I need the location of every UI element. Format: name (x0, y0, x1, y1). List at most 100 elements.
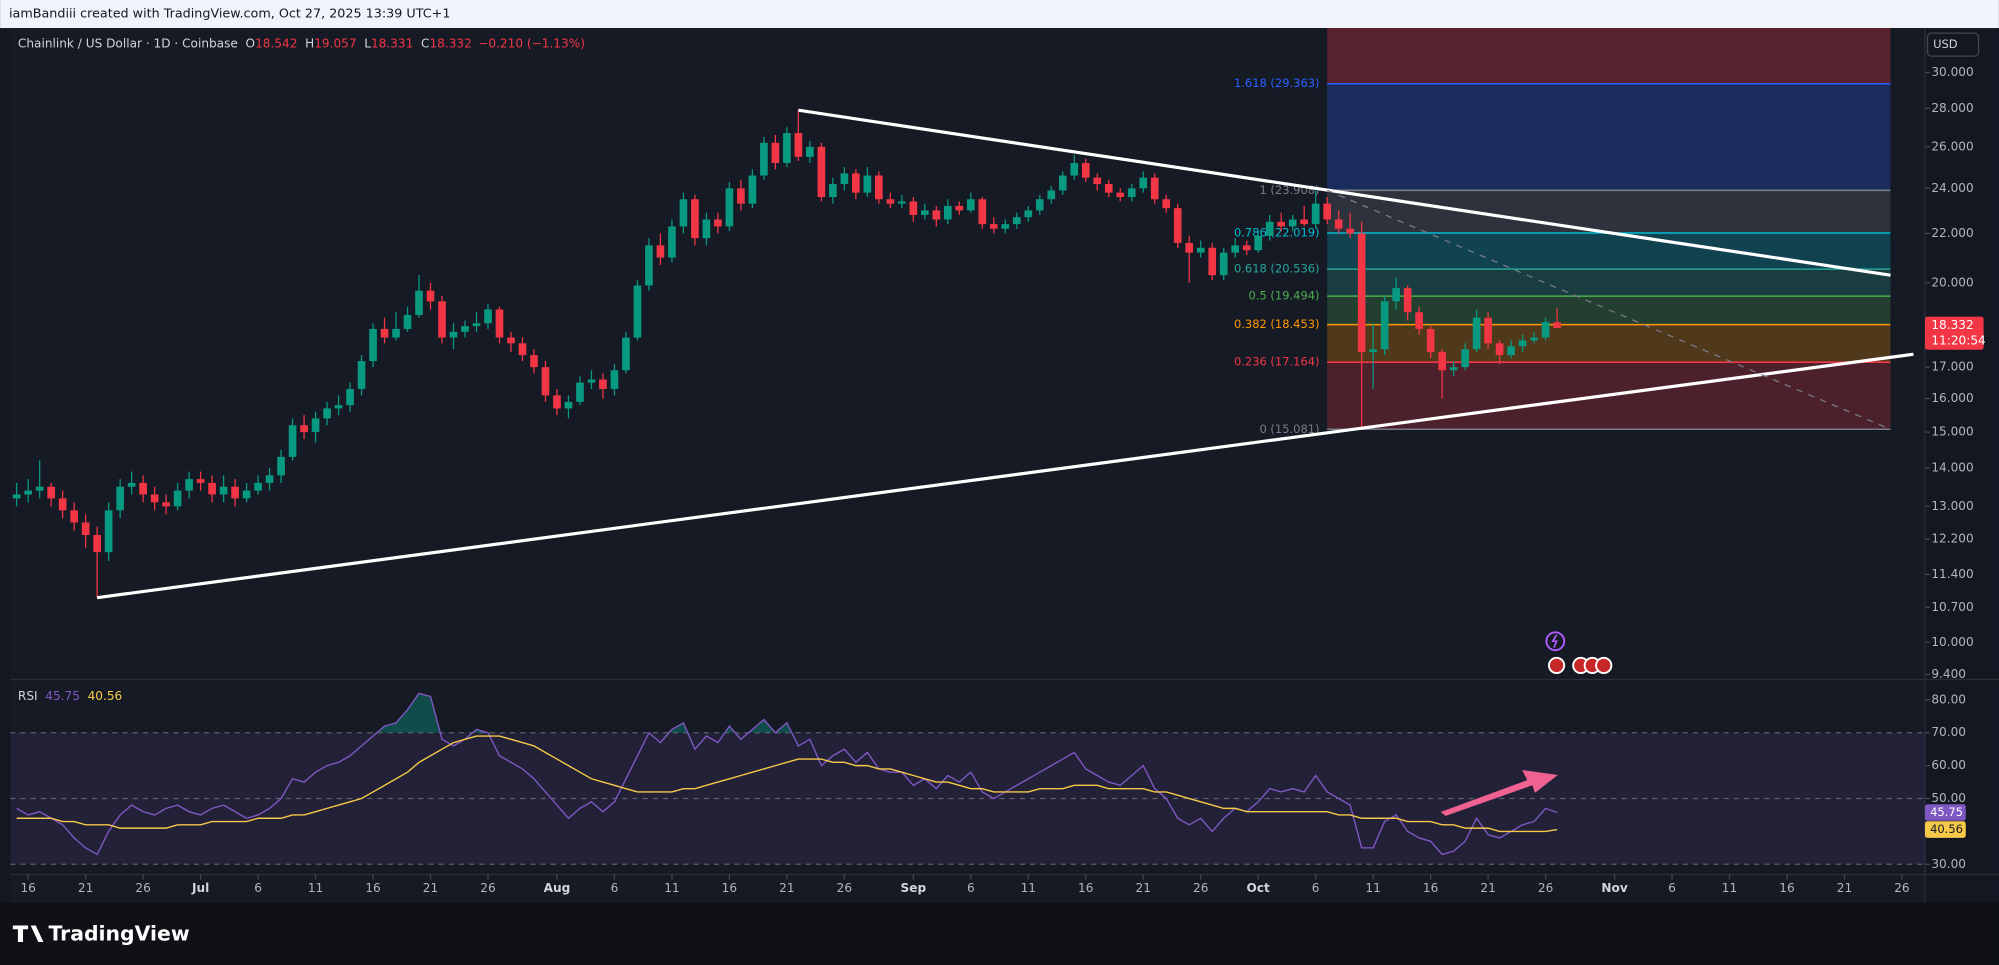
x-tick-label: 16 (1078, 881, 1093, 895)
candle-body (438, 301, 446, 338)
candle-body (622, 337, 630, 371)
candle-body (702, 219, 711, 239)
candle-body (1070, 163, 1079, 176)
overbought-fill (376, 693, 792, 733)
x-tick-label: 6 (254, 881, 262, 895)
legend-text: 19.057 (314, 36, 356, 50)
candle-body (139, 482, 147, 495)
candle-body (886, 199, 895, 204)
candle-body (1208, 247, 1217, 276)
candle-body (242, 490, 251, 499)
candle-body (323, 408, 331, 419)
fib-label: 0.618 (20.536) (1234, 262, 1320, 276)
legend-text: L (364, 36, 371, 50)
candle-body (656, 245, 665, 258)
candle-body (334, 405, 343, 409)
y-tick-label: 13.000 (1931, 499, 1973, 513)
x-tick-label: 11 (1722, 881, 1737, 895)
overlay: Chainlink / US Dollar · 1D · Coinbase O18… (18, 32, 1986, 895)
candle-body (955, 205, 964, 211)
event-icon[interactable] (1545, 631, 1566, 652)
candle-body (254, 482, 262, 491)
candle-body (495, 309, 504, 338)
x-tick-label: 6 (1312, 881, 1320, 895)
candle-body (1035, 199, 1044, 211)
legend-text: 40.56 (88, 689, 123, 703)
top-bar (0, 0, 1999, 29)
footer (0, 902, 1999, 965)
brand-logo (12, 925, 44, 943)
candle-body (472, 323, 481, 327)
rsi-header: RSI 45.75 40.56 (18, 689, 122, 703)
candle-body (35, 486, 44, 491)
legend-text: C (421, 36, 429, 50)
candle-body (461, 326, 469, 332)
candle-body (1081, 163, 1090, 178)
rsi-value: 45.75 (1930, 805, 1963, 819)
y-tick-label: 15.000 (1931, 425, 1973, 439)
candle-body (909, 201, 918, 215)
candle-body (1127, 188, 1136, 198)
candle-body (645, 245, 653, 286)
x-tick-label: 26 (1193, 881, 1208, 895)
candle-body (863, 175, 872, 193)
price-pane: 1.618 (29.363)1 (23.908)0.786 (22.019)0.… (12, 28, 1914, 600)
rsi-pane (10, 692, 1925, 865)
candle-body (852, 173, 860, 193)
candle-body (1265, 221, 1274, 236)
candle-body (47, 486, 55, 499)
event-flag[interactable] (1547, 656, 1566, 675)
candle-body (553, 395, 561, 409)
event-flag[interactable] (1595, 656, 1613, 675)
candle-body (1334, 219, 1343, 229)
rsi-tick-label: 70.00 (1931, 725, 1966, 739)
candle-body (530, 355, 538, 368)
candle-body (840, 173, 849, 185)
x-tick-label: 11 (664, 881, 679, 895)
x-tick-label: 26 (1894, 881, 1909, 895)
candle-body (81, 522, 90, 536)
fib-zone (1327, 190, 1891, 233)
candle-body (1553, 322, 1561, 329)
y-tick-label: 17.000 (1931, 360, 1973, 374)
last-price-box (1924, 316, 1984, 350)
candle-body (403, 314, 412, 329)
candle-body (633, 285, 642, 338)
y-tick-label: 9.400 (1931, 667, 1966, 681)
candle-body (277, 456, 285, 476)
fib-zone (1327, 232, 1891, 270)
rsi-value: 40.56 (1930, 822, 1963, 836)
candle-body (369, 328, 377, 362)
x-tick-label: Aug (544, 881, 571, 895)
y-tick-label: 11.400 (1931, 567, 1973, 581)
candle-body (760, 142, 768, 176)
candle-body (1116, 192, 1125, 198)
x-tick-label: 21 (1480, 881, 1495, 895)
candle-body (920, 210, 929, 215)
attribution: iamBandiii created with TradingView.com,… (9, 7, 450, 22)
candle-body (518, 343, 527, 356)
candle-body (288, 425, 297, 457)
candle-body (668, 226, 676, 258)
y-tick-label: 10.000 (1931, 635, 1973, 649)
candle-body (1530, 337, 1538, 341)
candle-body (311, 418, 320, 433)
candle-body (806, 146, 814, 157)
annotation-arrow (1440, 769, 1558, 816)
candle-body (1185, 242, 1194, 253)
candle-body (1415, 312, 1423, 329)
candle-body (346, 388, 354, 406)
legend-text: O (246, 36, 256, 50)
candle-body (966, 199, 975, 211)
candle-body (829, 184, 837, 198)
candle-body (104, 510, 113, 553)
x-tick-label: 11 (308, 881, 323, 895)
candle-body (794, 133, 803, 157)
rsi-tick-label: 80.00 (1931, 692, 1966, 706)
candle-body (116, 486, 124, 511)
x-tick-label: 26 (480, 881, 495, 895)
currency-button[interactable] (1926, 32, 1980, 57)
candle-body (679, 199, 688, 227)
candle-body (1150, 177, 1159, 200)
